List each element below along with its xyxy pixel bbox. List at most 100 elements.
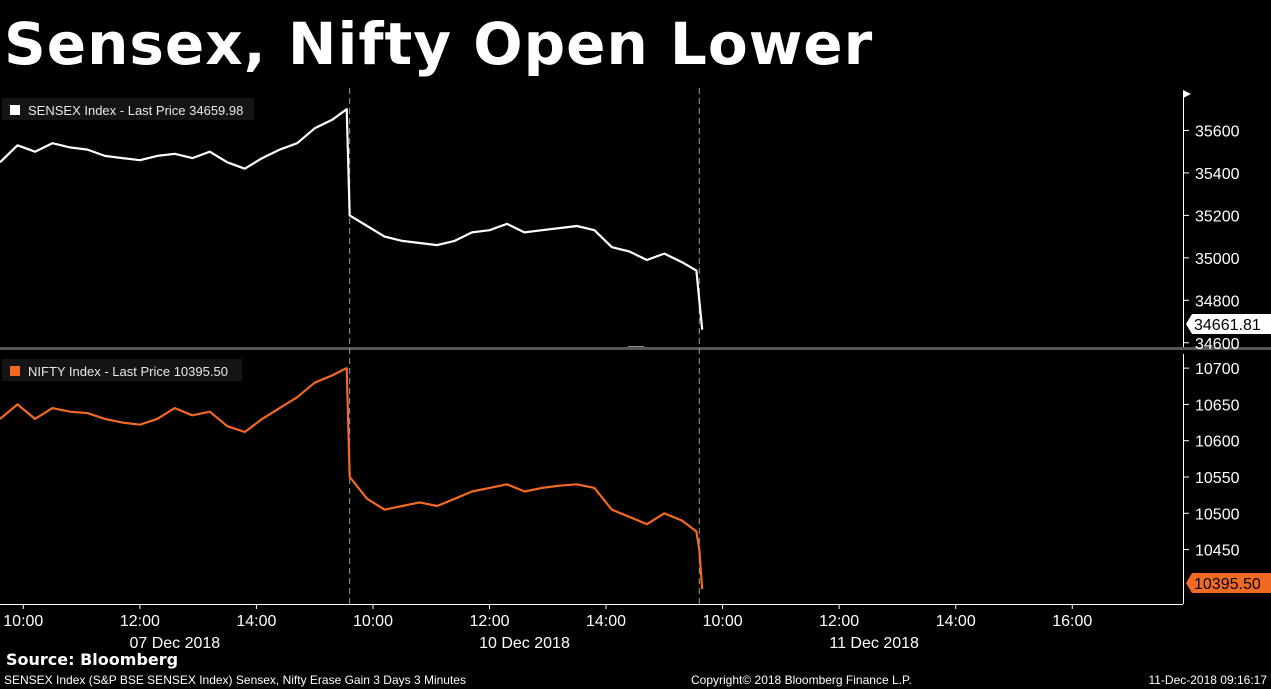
- sensex-data-point: [701, 329, 703, 331]
- nifty-data-point: [139, 424, 141, 426]
- sensex-data-point: [593, 229, 595, 231]
- sensex-last-value-badge: 34661.81: [1186, 314, 1271, 334]
- sensex-legend: SENSEX Index - Last Price 34659.98: [2, 98, 254, 120]
- source-label: Source: Bloomberg: [6, 650, 179, 669]
- nifty-y-tick-label: 10700: [1195, 361, 1240, 378]
- x-tick-label: 12:00: [469, 613, 509, 630]
- nifty-data-point: [191, 414, 193, 416]
- sensex-data-point: [419, 242, 421, 244]
- nifty-data-point: [628, 516, 630, 518]
- sensex-data-point: [121, 157, 123, 159]
- sensex-y-tick-label: 34600: [1195, 336, 1240, 353]
- sensex-data-point: [454, 240, 456, 242]
- footer-description: SENSEX Index (S&P BSE SENSEX Index) Sens…: [4, 673, 466, 687]
- nifty-data-point: [489, 487, 491, 489]
- sensex-data-point: [346, 108, 348, 110]
- sensex-data-point: [698, 299, 700, 301]
- sensex-y-tick-label: 35400: [1195, 166, 1240, 183]
- nifty-data-point: [558, 485, 560, 487]
- nifty-data-point: [346, 367, 348, 369]
- nifty-data-point: [261, 418, 263, 420]
- sensex-data-point: [506, 223, 508, 225]
- sensex-data-point: [314, 127, 316, 129]
- sensex-data-point: [191, 157, 193, 159]
- sensex-data-point: [558, 227, 560, 229]
- sensex-data-point: [16, 144, 18, 146]
- nifty-data-point: [244, 431, 246, 433]
- sensex-data-point: [139, 159, 141, 161]
- sensex-data-point: [541, 229, 543, 231]
- nifty-data-point: [121, 422, 123, 424]
- nifty-y-tick-label: 10650: [1195, 397, 1240, 414]
- nifty-data-point: [51, 407, 53, 409]
- nifty-data-point: [314, 382, 316, 384]
- sensex-data-point: [51, 142, 53, 144]
- nifty-data-point: [471, 491, 473, 493]
- nifty-data-point: [611, 509, 613, 511]
- nifty-data-point: [646, 523, 648, 525]
- nifty-data-point: [419, 501, 421, 503]
- x-tick-label: 14:00: [936, 613, 976, 630]
- sensex-y-tick-label: 34800: [1195, 293, 1240, 310]
- sensex-data-point: [628, 250, 630, 252]
- x-tick-label: 10:00: [353, 613, 393, 630]
- sensex-data-point: [34, 151, 36, 153]
- sensex-data-point: [695, 270, 697, 272]
- nifty-data-point: [349, 476, 351, 478]
- nifty-legend: NIFTY Index - Last Price 10395.50: [2, 359, 242, 381]
- sensex-data-point: [663, 253, 665, 255]
- x-tick-label: 16:00: [1052, 613, 1092, 630]
- nifty-data-point: [366, 498, 368, 500]
- sensex-data-point: [681, 261, 683, 263]
- y-axis-arrow-icon: [1183, 90, 1191, 98]
- sensex-data-point: [261, 157, 263, 159]
- sensex-data-point: [226, 161, 228, 163]
- nifty-data-point: [541, 487, 543, 489]
- footer-copyright: Copyright© 2018 Bloomberg Finance L.P.: [691, 673, 912, 687]
- nifty-data-point: [576, 483, 578, 485]
- sensex-y-tick-label: 35600: [1195, 123, 1240, 140]
- x-tick-label: 10:00: [3, 613, 43, 630]
- sensex-data-point: [384, 236, 386, 238]
- sensex-data-point: [156, 155, 158, 157]
- nifty-data-point: [86, 412, 88, 414]
- nifty-data-point: [401, 505, 403, 507]
- nifty-data-point: [16, 403, 18, 405]
- panel-divider[interactable]: [0, 346, 1271, 350]
- nifty-data-point: [34, 418, 36, 420]
- sensex-data-point: [209, 151, 211, 153]
- sensex-legend-swatch: [10, 105, 20, 115]
- sensex-data-point: [436, 244, 438, 246]
- x-day-label: 07 Dec 2018: [129, 635, 220, 648]
- sensex-data-point: [86, 149, 88, 151]
- nifty-data-point: [454, 498, 456, 500]
- nifty-data-point: [523, 491, 525, 493]
- nifty-data-point: [226, 425, 228, 427]
- sensex-data-point: [366, 225, 368, 227]
- sensex-data-point: [611, 246, 613, 248]
- footer-timestamp: 11-Dec-2018 09:16:17: [1148, 673, 1267, 687]
- chart-area[interactable]: 35600 35400 35200 35000 34800 34600 10700 10650…: [0, 88, 1271, 648]
- sensex-data-point: [331, 119, 333, 121]
- sensex-data-point: [279, 149, 281, 151]
- sensex-data-point: [523, 231, 525, 233]
- nifty-data-point: [104, 418, 106, 420]
- sensex-data-point: [244, 168, 246, 170]
- sensex-data-point: [401, 240, 403, 242]
- sensex-y-tick-label: 35200: [1195, 208, 1240, 225]
- sensex-data-point: [349, 214, 351, 216]
- x-tick-label: 12:00: [819, 613, 859, 630]
- nifty-y-tick-label: 10550: [1195, 470, 1240, 487]
- nifty-data-point: [695, 530, 697, 532]
- page-title: Sensex, Nifty Open Lower: [4, 10, 874, 78]
- nifty-data-point: [279, 407, 281, 409]
- nifty-y-tick-label: 10600: [1195, 434, 1240, 451]
- x-day-label: 10 Dec 2018: [479, 635, 570, 648]
- nifty-y-tick-label: 10500: [1195, 506, 1240, 523]
- nifty-data-point: [663, 512, 665, 514]
- nifty-data-point: [681, 520, 683, 522]
- nifty-data-point: [384, 509, 386, 511]
- nifty-data-point: [436, 505, 438, 507]
- sensex-data-point: [174, 153, 176, 155]
- sensex-data-point: [471, 231, 473, 233]
